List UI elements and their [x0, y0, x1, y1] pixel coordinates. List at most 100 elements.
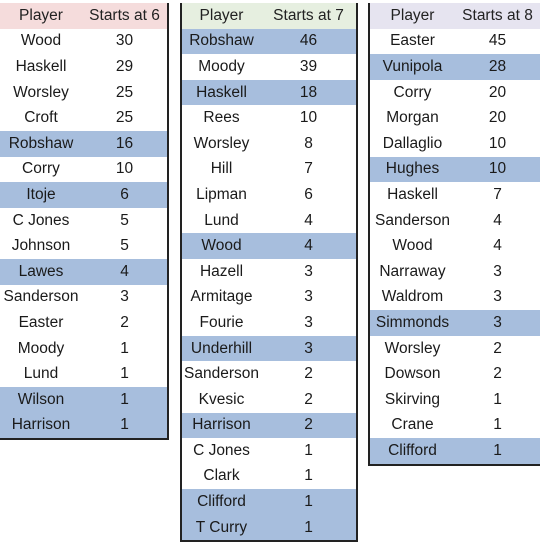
player-cell: Harrison — [0, 412, 82, 440]
table-row: Robshaw 46 — [181, 28, 357, 55]
player-cell: Narraway — [379, 262, 446, 280]
player-cell: Hazell — [199, 262, 244, 280]
player-cell: Underhill — [181, 335, 261, 362]
starts-cell: 7 — [304, 160, 313, 178]
starts-cell: 25 — [115, 83, 134, 101]
starts-cell: 3 — [261, 335, 357, 362]
starts-cell: 2 — [120, 313, 129, 331]
table-row: Rees 10 — [181, 105, 357, 131]
starts-cell: 2 — [304, 365, 313, 383]
table-row: Lund 1 — [0, 361, 168, 387]
starts-cell: 8 — [304, 134, 313, 152]
starts-cell: 4 — [493, 237, 502, 255]
table-row: Wood 4 — [181, 233, 357, 259]
starts-cell: 46 — [261, 28, 357, 55]
table-row: Haskell 7 — [369, 182, 540, 208]
starts-cell: 3 — [304, 262, 313, 280]
starts-cell: 20 — [488, 83, 507, 101]
table-row: Lund 4 — [181, 208, 357, 234]
player-cell: Vunipola — [369, 54, 455, 80]
table-row: Corry 10 — [0, 157, 168, 183]
table-row: Fourie 3 — [181, 310, 357, 336]
starts-cell: 3 — [304, 288, 313, 306]
player-cell: Worsley — [193, 134, 250, 152]
starts-cell: 1 — [120, 365, 129, 383]
table-row: Waldrom 3 — [369, 285, 540, 311]
starts-cell: 2 — [304, 390, 313, 408]
table-row: Lipman 6 — [181, 182, 357, 208]
starts-column-header: Starts at 6 — [82, 3, 168, 29]
table-row: Hazell 3 — [181, 259, 357, 285]
table-row: Vunipola 28 — [369, 54, 540, 80]
table-row: Easter 2 — [0, 310, 168, 336]
player-cell: Kvesic — [198, 390, 245, 408]
player-cell: Lipman — [196, 185, 247, 203]
starts-cell: 5 — [120, 237, 129, 255]
starts-cell: 2 — [261, 412, 357, 439]
table-row: Sanderson 4 — [369, 208, 540, 234]
table-row: Armitage 3 — [181, 285, 357, 311]
table-row: Johnson 5 — [0, 233, 168, 259]
starts-cell: 2 — [493, 365, 502, 383]
player-cell: Wood — [181, 233, 261, 259]
starts-cell: 10 — [299, 109, 318, 127]
starts-cell: 3 — [120, 288, 129, 306]
table-row: Haskell 29 — [0, 54, 168, 80]
player-cell: Simmonds — [369, 310, 455, 336]
table-row: Croft 25 — [0, 105, 168, 131]
player-column-header: Player — [369, 3, 455, 29]
player-cell: Fourie — [199, 313, 244, 331]
starts-cell: 6 — [82, 182, 168, 208]
player-cell: Hill — [210, 160, 233, 178]
player-cell: Clifford — [369, 438, 455, 465]
starts-cell: 1 — [82, 412, 168, 440]
starts-cell: 3 — [493, 288, 502, 306]
player-cell: Haskell — [387, 185, 438, 203]
player-cell: Lawes — [0, 258, 82, 285]
table-row: Clifford 1 — [369, 438, 540, 465]
table-row: C Jones 5 — [0, 208, 168, 234]
player-cell: Moody — [198, 57, 245, 75]
player-cell: Croft — [24, 109, 58, 127]
table-row: Dowson 2 — [369, 361, 540, 387]
player-cell: Morgan — [386, 109, 439, 127]
player-cell: Clark — [203, 467, 240, 485]
starts-cell: 1 — [304, 441, 313, 459]
player-cell: T Curry — [181, 514, 261, 542]
starts-cell: 45 — [488, 32, 507, 50]
table-row: Hill 7 — [181, 157, 357, 183]
table-row: Sanderson 3 — [0, 285, 168, 311]
player-column-header: Player — [181, 3, 261, 29]
starts-cell: 25 — [115, 109, 134, 127]
starts-cell: 5 — [120, 211, 129, 229]
header-row: Player Starts at 6 — [0, 3, 168, 29]
table-row: Dallaglio 10 — [369, 131, 540, 157]
table-row: T Curry 1 — [181, 514, 357, 542]
table-row: C Jones 1 — [181, 438, 357, 464]
header-row: Player Starts at 8 — [369, 3, 540, 29]
table-row: Easter 45 — [369, 29, 540, 55]
table-row: Skirving 1 — [369, 387, 540, 413]
table-row: Narraway 3 — [369, 259, 540, 285]
starts-column-header: Starts at 7 — [261, 3, 357, 29]
player-cell: Robshaw — [181, 28, 261, 55]
player-cell: Wilson — [0, 386, 82, 413]
table-row: Wood 30 — [0, 29, 168, 55]
player-cell: Lund — [204, 211, 239, 229]
starts-cell: 1 — [493, 390, 502, 408]
player-cell: Robshaw — [0, 130, 82, 157]
starts-cell: 1 — [455, 438, 540, 465]
starts-cell: 28 — [455, 54, 540, 80]
starts-cell: 4 — [82, 258, 168, 285]
starts-at-7-table: Player Starts at 7 Robshaw 46 Moody 39 Haskell… — [180, 3, 358, 542]
table-row: Sanderson 2 — [181, 361, 357, 387]
starts-cell: 10 — [455, 156, 540, 183]
starts-cell: 6 — [304, 185, 313, 203]
player-cell: Easter — [18, 313, 64, 331]
player-cell: Wood — [392, 237, 433, 255]
player-cell: Hughes — [369, 156, 455, 183]
player-cell: Rees — [203, 109, 240, 127]
table-row: Underhill 3 — [181, 335, 357, 362]
table-row: Robshaw 16 — [0, 130, 168, 157]
starts-cell: 39 — [299, 57, 318, 75]
